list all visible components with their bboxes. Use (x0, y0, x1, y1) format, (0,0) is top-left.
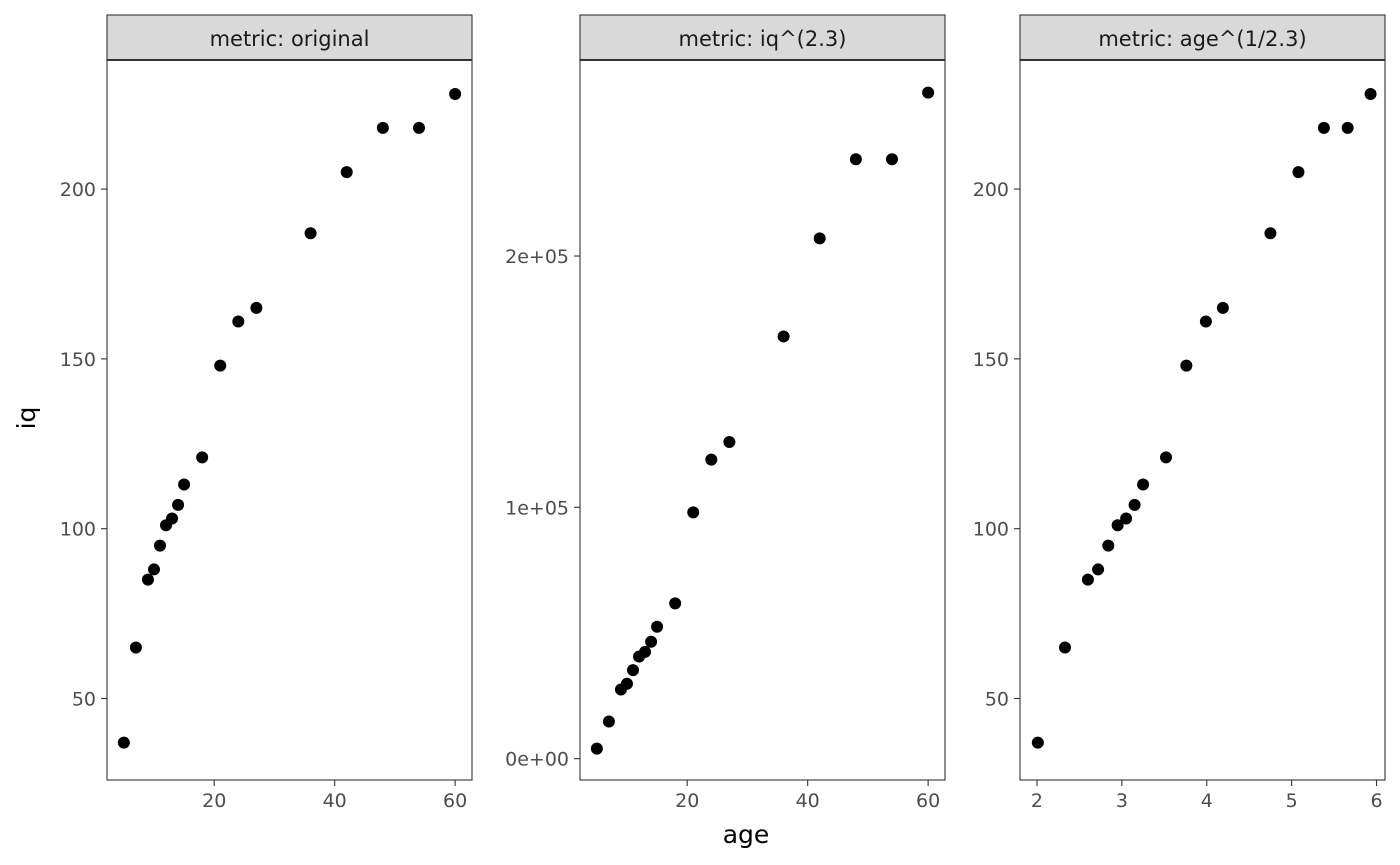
data-point (232, 315, 245, 328)
data-point (645, 635, 658, 648)
x-tick-label: 5 (1286, 790, 1298, 812)
y-axis-title: iq (12, 407, 41, 430)
data-point (1031, 736, 1044, 749)
data-point (412, 121, 425, 134)
data-point (723, 435, 736, 448)
facet-panel: metric: age^(1/2.3) 50 100 150 200 2 3 4 5 6 (973, 14, 1386, 812)
data-point (1292, 166, 1305, 179)
data-point (1317, 121, 1330, 134)
data-point (129, 641, 142, 654)
data-point (1111, 519, 1124, 532)
facet-strip (106, 14, 473, 61)
facet-strip (579, 14, 946, 61)
facet-strip-label: metric: iq^(2.3) (679, 27, 847, 51)
y-tick-label: 100 (60, 519, 96, 541)
data-point (340, 166, 353, 179)
facet-panel: metric: original 50 100 150 200 20 40 60 (60, 14, 473, 812)
data-point (1341, 121, 1354, 134)
facet-strip (1019, 14, 1386, 61)
facet-strip-label: metric: age^(1/2.3) (1098, 27, 1306, 51)
x-tick-label: 2 (1031, 790, 1043, 812)
facet-strip-label: metric: original (210, 27, 370, 51)
data-point (1120, 512, 1133, 525)
data-point (669, 597, 682, 610)
data-point (687, 506, 700, 519)
data-point (250, 301, 263, 314)
data-point (1081, 573, 1094, 586)
y-tick-label: 50 (985, 688, 1009, 710)
x-tick-label: 40 (323, 790, 347, 812)
data-point (141, 573, 154, 586)
data-point (172, 498, 185, 511)
data-point (705, 453, 718, 466)
data-point (214, 359, 227, 372)
data-point (1092, 563, 1105, 576)
y-tick-label: 200 (973, 179, 1009, 201)
x-tick-label: 60 (916, 790, 940, 812)
data-point (849, 153, 862, 166)
data-point (1216, 301, 1229, 314)
data-point (651, 620, 664, 633)
facet-panel: metric: iq^(2.3) 0e+00 1e+05 2e+05 20 40 60 (505, 14, 946, 812)
data-point (304, 227, 317, 240)
y-tick-label: 50 (72, 688, 96, 710)
data-point (777, 330, 790, 343)
data-point (1264, 227, 1277, 240)
data-point (922, 86, 935, 99)
data-point (1180, 359, 1193, 372)
x-tick-label: 20 (675, 790, 699, 812)
x-axis-title: age (723, 820, 770, 849)
data-point (627, 664, 640, 677)
data-point (1128, 498, 1141, 511)
data-point (813, 232, 826, 245)
data-point (178, 478, 191, 491)
data-point (449, 87, 462, 100)
x-tick-label: 4 (1201, 790, 1213, 812)
data-point (154, 539, 167, 552)
y-tick-label: 200 (60, 179, 96, 201)
data-point (196, 451, 209, 464)
y-tick-label: 1e+05 (505, 497, 569, 519)
x-tick-label: 40 (796, 790, 820, 812)
data-point (376, 121, 389, 134)
data-point (1137, 478, 1150, 491)
data-point (590, 742, 603, 755)
data-point (1102, 539, 1115, 552)
data-point (1199, 315, 1212, 328)
panel-area (106, 59, 473, 781)
panel-area (1019, 59, 1386, 781)
y-tick-label: 2e+05 (505, 246, 569, 268)
data-point (1364, 87, 1377, 100)
data-point (147, 563, 160, 576)
y-tick-label: 150 (60, 349, 96, 371)
data-point (620, 677, 633, 690)
y-tick-label: 150 (973, 349, 1009, 371)
x-tick-label: 20 (202, 790, 226, 812)
x-tick-label: 6 (1370, 790, 1382, 812)
data-point (885, 153, 898, 166)
data-point (166, 512, 179, 525)
data-point (1160, 451, 1172, 464)
y-tick-label: 100 (973, 519, 1009, 541)
x-tick-label: 60 (443, 790, 467, 812)
data-point (117, 736, 130, 749)
x-tick-label: 3 (1116, 790, 1128, 812)
data-point (602, 715, 615, 728)
y-tick-label: 0e+00 (505, 749, 569, 771)
data-point (639, 645, 652, 658)
data-point (1058, 641, 1071, 654)
